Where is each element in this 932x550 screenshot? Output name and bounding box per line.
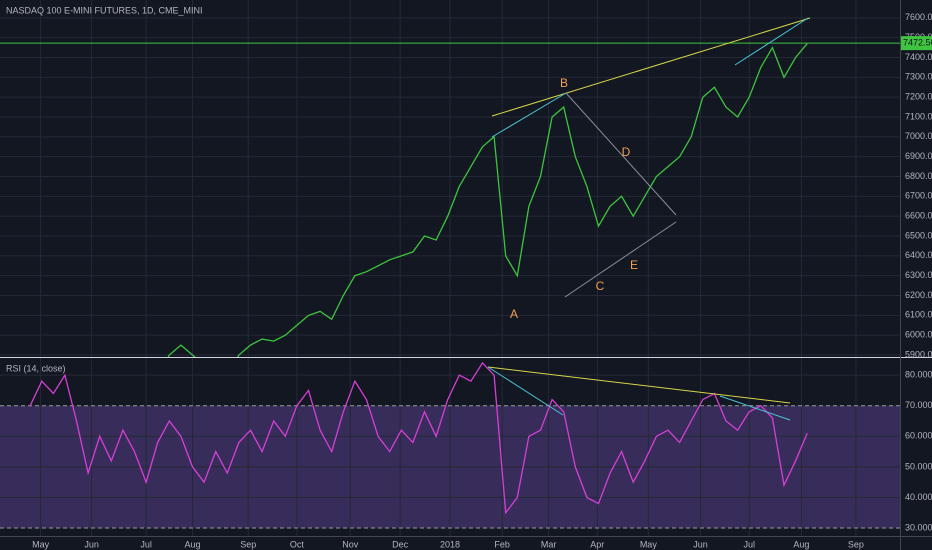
y-tick-label: 6700.00	[905, 191, 932, 201]
drawings	[487, 17, 811, 421]
trend-line	[564, 221, 677, 298]
trend-line	[491, 17, 811, 117]
trend-line	[487, 366, 791, 404]
x-tick-label: Dec	[392, 539, 409, 549]
labels: 5900.00 6000.00 6100.00 6200.00 6300.00 6400.…	[32, 12, 932, 549]
x-tick-label: Mar	[541, 539, 557, 549]
wave-label: D	[622, 145, 631, 159]
y-tick-label: 7400.00	[905, 52, 932, 62]
y-tick-label: 70.0000	[905, 400, 932, 410]
x-tick-label: Jul	[743, 539, 755, 549]
x-tick-label: Oct	[290, 539, 305, 549]
y-tick-label: 80.0000	[905, 370, 932, 380]
wave-label: A	[510, 307, 518, 321]
x-tick-label: Jul	[140, 539, 152, 549]
x-tick-label: 2018	[440, 539, 460, 549]
y-tick-label: 7000.00	[905, 131, 932, 141]
trend-line	[565, 92, 677, 216]
y-tick-label: 7200.00	[905, 92, 932, 102]
x-tick-label: Sep	[848, 539, 864, 549]
wave-label: E	[630, 258, 638, 272]
y-tick-label: 30.0000	[905, 522, 932, 532]
wave-label: B	[560, 76, 568, 90]
y-tick-label: 6000.00	[905, 330, 932, 340]
chart-title: NASDAQ 100 E-MINI FUTURES, 1D, CME_MINI	[6, 5, 203, 15]
y-tick-label: 6600.00	[905, 211, 932, 221]
y-tick-label: 6500.00	[905, 230, 932, 240]
x-tick-label: Nov	[342, 539, 359, 549]
y-tick-label: 6400.00	[905, 250, 932, 260]
x-tick-label: Sep	[240, 539, 256, 549]
series-line	[167, 43, 808, 357]
y-tick-label: 60.0000	[905, 431, 932, 441]
indicator-title: RSI (14, close)	[6, 363, 66, 373]
x-tick-label: May	[640, 539, 658, 549]
y-tick-label: 7300.00	[905, 72, 932, 82]
y-tick-label: 7100.00	[905, 111, 932, 121]
y-tick-label: 6300.00	[905, 270, 932, 280]
y-tick-label: 40.0000	[905, 492, 932, 502]
wave-label: C	[596, 279, 605, 293]
marks	[0, 42, 900, 515]
trend-line	[487, 366, 564, 416]
trend-line	[491, 92, 567, 138]
x-tick-label: Feb	[494, 539, 510, 549]
x-tick-label: May	[32, 539, 50, 549]
x-tick-label: Jun	[693, 539, 708, 549]
series-line	[29, 361, 808, 515]
trend-line	[719, 395, 791, 421]
x-tick-label: Apr	[590, 539, 604, 549]
y-tick-label: 7600.00	[905, 12, 932, 22]
trend-line	[734, 17, 809, 66]
y-tick-label: 6100.00	[905, 310, 932, 320]
y-tick-label: 6900.00	[905, 151, 932, 161]
x-tick-label: Aug	[185, 539, 201, 549]
y-tick-label: 6200.00	[905, 290, 932, 300]
y-tick-label: 6800.00	[905, 171, 932, 181]
last-price-label: 7472.50	[903, 38, 932, 48]
y-tick-label: 5900.00	[905, 349, 932, 359]
x-tick-label: Jun	[84, 539, 99, 549]
x-tick-label: Aug	[793, 539, 809, 549]
last-price-box	[901, 36, 932, 51]
y-tick-label: 50.0000	[905, 461, 932, 471]
